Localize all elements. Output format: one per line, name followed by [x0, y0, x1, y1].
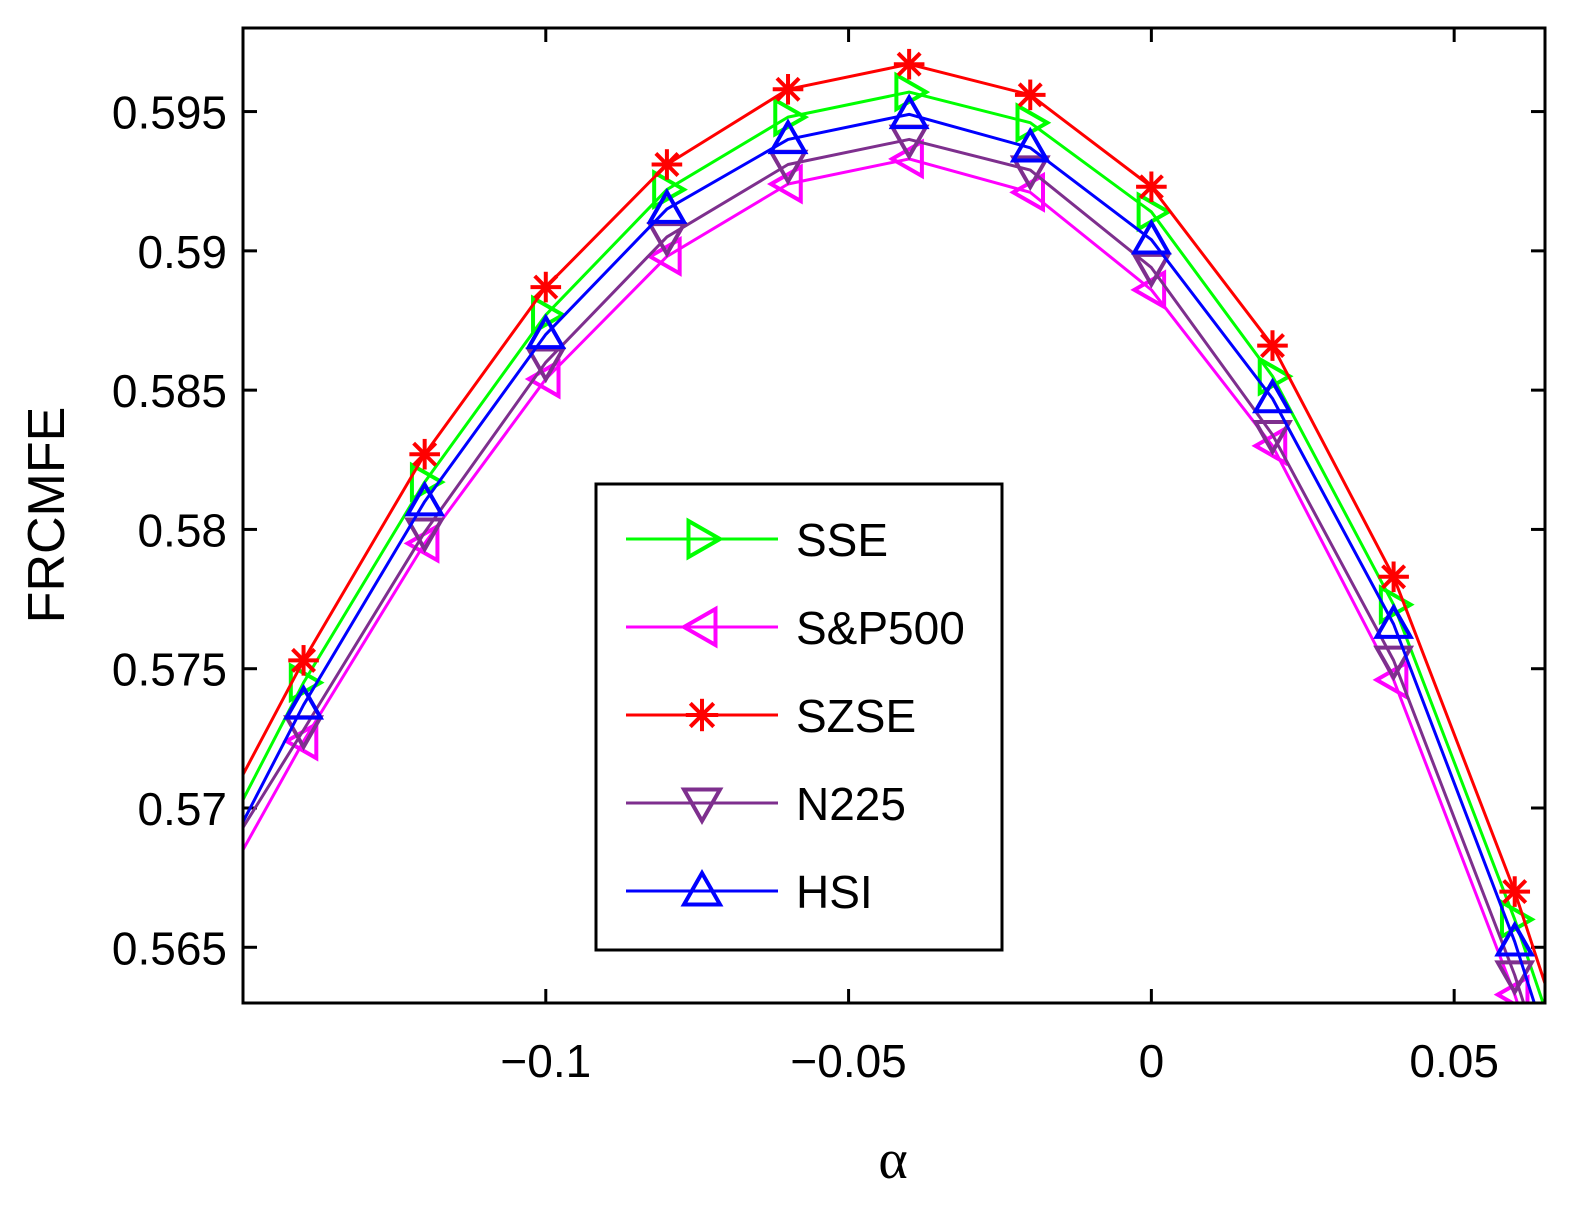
- data-point: [651, 149, 683, 180]
- data-point: [767, 118, 809, 155]
- data-point: [1257, 330, 1288, 361]
- data-point: [524, 358, 561, 400]
- legend-item: SZSE: [626, 690, 916, 742]
- data-point: [1251, 425, 1288, 467]
- data-point: [1373, 603, 1415, 639]
- data-point: [1130, 252, 1172, 289]
- data-point: [404, 480, 446, 517]
- legend-label: S&P500: [796, 602, 965, 654]
- legend-item: N225: [626, 778, 906, 830]
- data-point: [888, 93, 930, 130]
- data-point: [288, 645, 319, 676]
- data-point: [1136, 191, 1173, 233]
- tick-labels-layer: −0.1 −0.05 0 0.05 0.565 0.57 0.575 0.58 0.585 0.5…: [112, 87, 1499, 1087]
- x-tick-label: 0: [1139, 1035, 1165, 1087]
- legend-item: SSE: [626, 514, 888, 566]
- data-point: [646, 188, 688, 224]
- data-point: [1130, 218, 1172, 255]
- data-point: [404, 517, 446, 554]
- y-axis-title: FRCMFE: [18, 407, 76, 624]
- y-tick-label: 0.585: [112, 365, 227, 417]
- plot-area-frame: [241, 26, 1547, 1005]
- legend-item: HSI: [626, 866, 873, 918]
- y-tick-label: 0.575: [112, 644, 227, 696]
- data-point: [1009, 126, 1051, 163]
- x-tick-label: 0.05: [1409, 1035, 1499, 1087]
- y-tick-label: 0.57: [137, 783, 227, 835]
- data-point: [1378, 561, 1409, 593]
- series-szse: [243, 48, 1545, 984]
- series-line: [243, 112, 1536, 1003]
- data-point: [1014, 79, 1046, 111]
- data-point: [409, 438, 440, 470]
- legend-box: [594, 482, 1004, 952]
- y-tick-label: 0.595: [112, 87, 227, 139]
- data-point: [1499, 876, 1531, 907]
- legend-label: N225: [796, 778, 906, 830]
- legend-label: SZSE: [796, 690, 916, 742]
- y-tick-label: 0.565: [112, 922, 227, 974]
- x-tick-label: −0.1: [500, 1035, 591, 1087]
- data-point: [1252, 419, 1293, 456]
- y-tick-label: 0.58: [137, 504, 227, 556]
- series-line: [243, 137, 1526, 1003]
- legend-item: S&P500: [626, 602, 965, 654]
- data-point: [1009, 155, 1051, 192]
- data-point: [1373, 645, 1415, 682]
- data-point: [772, 73, 804, 105]
- data-point: [646, 222, 688, 258]
- legend-marker: [685, 698, 719, 732]
- legend-marker: [686, 517, 725, 561]
- legend-marker: [680, 868, 724, 907]
- series-hsi: [243, 93, 1536, 1003]
- x-axis-title: α: [878, 1129, 907, 1191]
- data-point: [1136, 171, 1167, 203]
- legend-marker: [679, 605, 718, 649]
- legend-label: HSI: [796, 866, 873, 918]
- data-point: [893, 48, 925, 80]
- series-layer: [243, 48, 1545, 1003]
- legend: SSE S&P500 SZSE N225 HSI: [594, 482, 1004, 952]
- data-point: [530, 271, 562, 303]
- data-point: [1494, 960, 1536, 997]
- x-tick-label: −0.05: [790, 1035, 906, 1087]
- data-point: [525, 347, 567, 384]
- legend-label: SSE: [796, 514, 888, 566]
- data-point: [1252, 377, 1293, 414]
- y-tick-label: 0.59: [137, 226, 227, 278]
- data-point: [283, 683, 325, 720]
- data-point: [1494, 920, 1536, 957]
- data-point: [525, 313, 567, 350]
- legend-marker: [680, 787, 724, 826]
